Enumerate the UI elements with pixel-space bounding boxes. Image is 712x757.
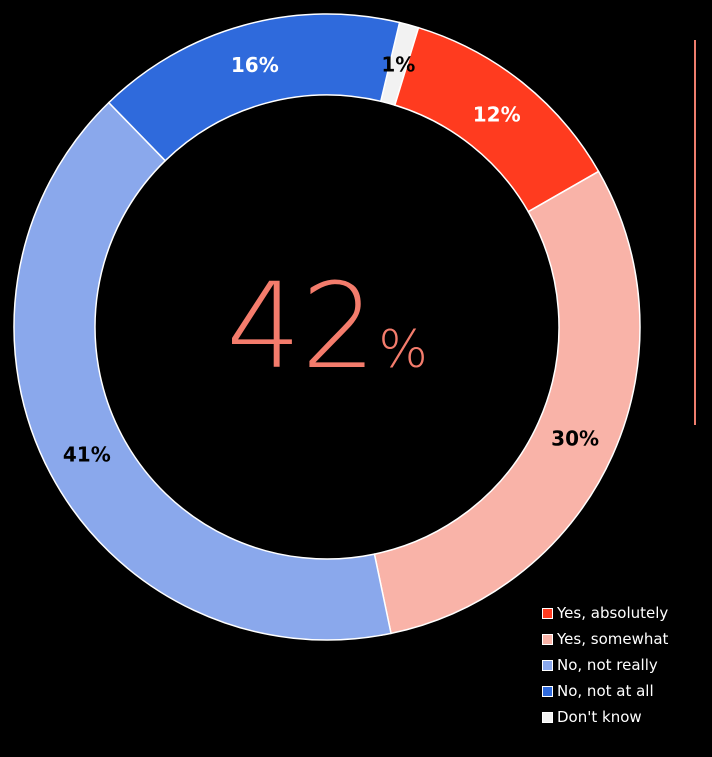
- legend-label: No, not really: [557, 656, 658, 674]
- legend-swatch: [542, 607, 553, 619]
- legend-swatch: [542, 711, 553, 723]
- chart-legend: Yes, absolutely Yes, somewhat No, not real…: [542, 600, 668, 730]
- legend-label: Yes, absolutely: [557, 604, 669, 622]
- slice-yes-somewhat: [373, 170, 641, 635]
- divider-line: [694, 40, 696, 425]
- slice-no-not-really: [13, 101, 392, 641]
- legend-label: Don't know: [557, 708, 642, 726]
- legend-item-don-t-know: Don't know: [542, 704, 668, 730]
- legend-item-no-not-really: No, not really: [542, 652, 668, 678]
- legend-label: No, not at all: [557, 682, 654, 700]
- data-label-yes-somewhat: 30%: [551, 427, 599, 451]
- data-label-no-not-really: 41%: [63, 443, 111, 467]
- slice-no-not-at-all: [107, 13, 401, 162]
- legend-item-yes-absolutely: Yes, absolutely: [542, 600, 668, 626]
- center-unit: %: [378, 320, 427, 380]
- legend-swatch: [542, 685, 553, 697]
- data-label-don-t-know: 1%: [381, 53, 415, 77]
- legend-label: Yes, somewhat: [557, 630, 669, 648]
- donut-slices: [13, 13, 641, 641]
- data-label-yes-absolutely: 12%: [473, 102, 521, 126]
- center-number: 42: [226, 257, 376, 395]
- legend-swatch: [542, 659, 553, 671]
- legend-item-yes-somewhat: Yes, somewhat: [542, 626, 668, 652]
- legend-swatch: [542, 633, 553, 645]
- data-label-no-not-at-all: 16%: [231, 53, 279, 77]
- center-value: 42%: [226, 257, 428, 395]
- slice-labels: 1% 12% 30% 41% 16%: [63, 53, 599, 467]
- legend-item-no-not-at-all: No, not at all: [542, 678, 668, 704]
